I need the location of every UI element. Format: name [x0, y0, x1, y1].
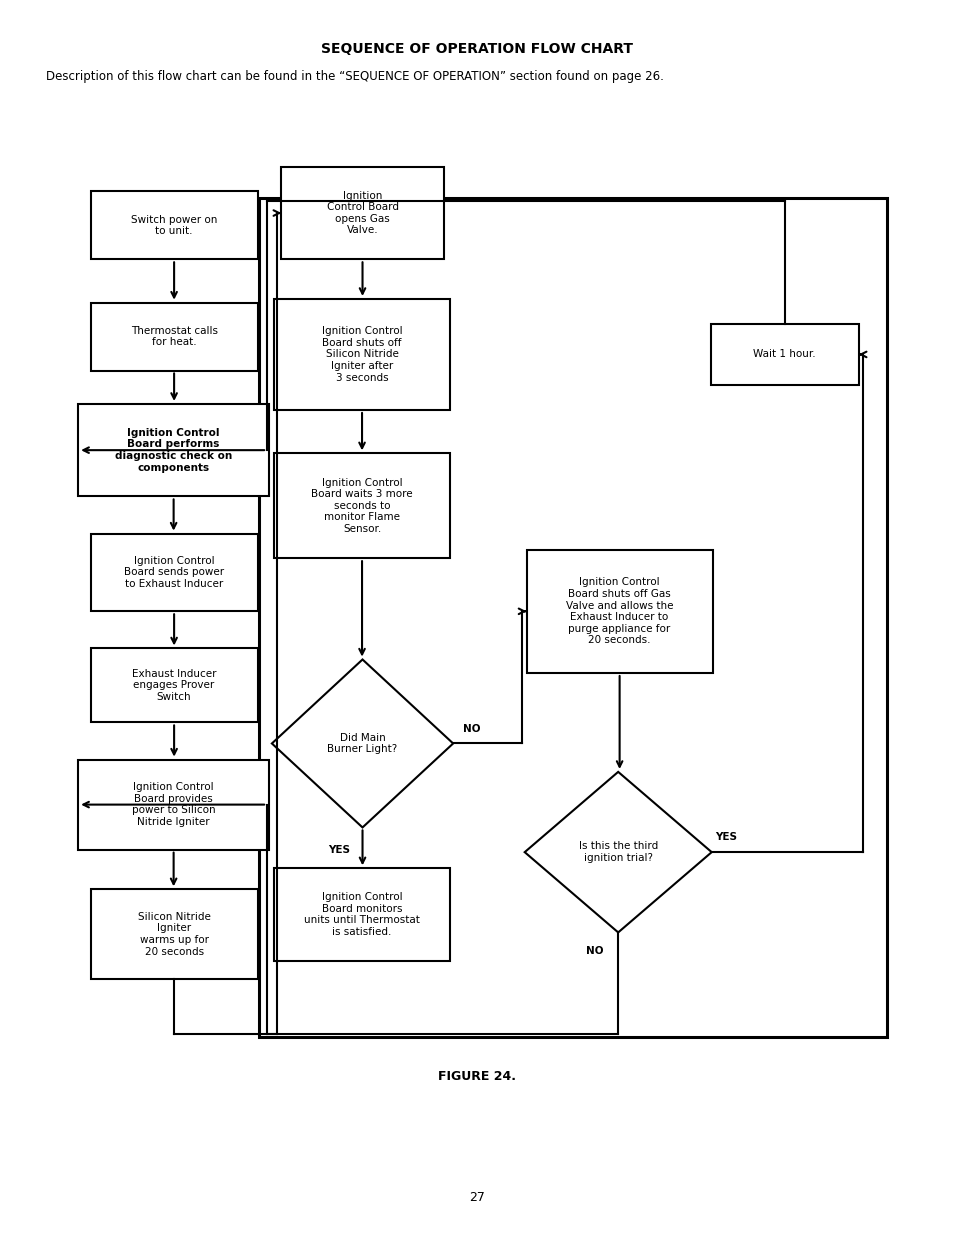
Text: Ignition Control
Board shuts off
Silicon Nitride
Igniter after
3 seconds: Ignition Control Board shuts off Silicon…	[321, 326, 402, 383]
Text: YES: YES	[327, 845, 350, 855]
Bar	[274, 868, 450, 961]
Text: Description of this flow chart can be found in the “SEQUENCE OF OPERATION” secti: Description of this flow chart can be fo…	[46, 70, 663, 83]
Text: YES: YES	[714, 832, 737, 842]
Text: 27: 27	[469, 1192, 484, 1204]
Text: Exhaust Inducer
engages Prover
Switch: Exhaust Inducer engages Prover Switch	[132, 669, 216, 701]
Text: Ignition Control
Board performs
diagnostic check on
components: Ignition Control Board performs diagnost…	[115, 427, 232, 473]
Polygon shape	[272, 659, 453, 827]
Polygon shape	[524, 772, 711, 932]
Bar	[78, 760, 269, 850]
Text: Wait 1 hour.: Wait 1 hour.	[753, 350, 815, 359]
Bar	[91, 534, 257, 611]
Text: Did Main
Burner Light?: Did Main Burner Light?	[327, 732, 397, 755]
Bar	[91, 303, 257, 370]
Text: FIGURE 24.: FIGURE 24.	[437, 1071, 516, 1083]
Text: Ignition Control
Board shuts off Gas
Valve and allows the
Exhaust Inducer to
pur: Ignition Control Board shuts off Gas Val…	[565, 577, 673, 646]
Bar	[710, 324, 858, 385]
Bar	[274, 453, 450, 558]
Text: NO: NO	[585, 946, 602, 956]
Text: SEQUENCE OF OPERATION FLOW CHART: SEQUENCE OF OPERATION FLOW CHART	[320, 42, 633, 57]
Text: Ignition Control
Board waits 3 more
seconds to
monitor Flame
Sensor.: Ignition Control Board waits 3 more seco…	[311, 478, 413, 534]
Text: Thermostat calls
for heat.: Thermostat calls for heat.	[131, 326, 217, 347]
Bar	[274, 299, 450, 410]
Text: Ignition
Control Board
opens Gas
Valve.: Ignition Control Board opens Gas Valve.	[326, 190, 398, 236]
Text: Ignition Control
Board monitors
units until Thermostat
is satisfied.: Ignition Control Board monitors units un…	[304, 892, 419, 937]
Bar	[91, 889, 257, 979]
Bar	[91, 191, 257, 259]
Bar	[259, 198, 886, 1037]
Text: Ignition Control
Board sends power
to Exhaust Inducer: Ignition Control Board sends power to Ex…	[124, 556, 224, 589]
Bar	[91, 648, 257, 722]
Bar	[78, 404, 269, 496]
Bar	[526, 550, 712, 673]
Text: NO: NO	[463, 724, 480, 734]
Text: Switch power on
to unit.: Switch power on to unit.	[131, 215, 217, 236]
Text: Ignition Control
Board provides
power to Silicon
Nitride Igniter: Ignition Control Board provides power to…	[132, 782, 215, 827]
Bar	[281, 167, 443, 259]
Text: Is this the third
ignition trial?: Is this the third ignition trial?	[578, 841, 658, 863]
Text: Silicon Nitride
Igniter
warms up for
20 seconds: Silicon Nitride Igniter warms up for 20 …	[137, 911, 211, 957]
